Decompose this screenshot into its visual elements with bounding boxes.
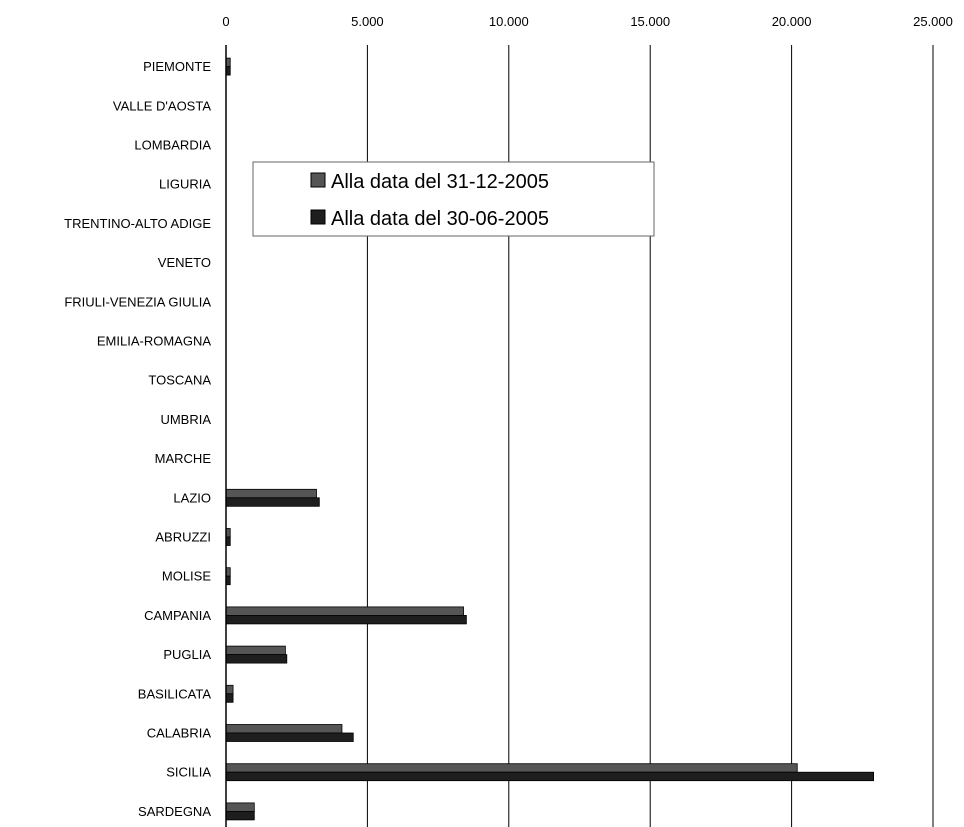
category-label: ABRUZZI bbox=[155, 530, 211, 545]
category-label: VALLE D'AOSTA bbox=[113, 98, 211, 113]
legend-label-series-2: Alla data del 30-06-2005 bbox=[331, 208, 549, 230]
bar-series-2 bbox=[225, 771, 875, 782]
category-label: SARDEGNA bbox=[138, 804, 211, 819]
x-tick-label: 10.000 bbox=[489, 14, 529, 29]
category-label: LIGURIA bbox=[159, 177, 211, 192]
category-label: MARCHE bbox=[155, 451, 212, 466]
category-label: VENETO bbox=[158, 255, 211, 270]
legend-label-series-1: Alla data del 31-12-2005 bbox=[331, 171, 549, 193]
category-labels: PIEMONTE VALLE D'AOSTA LOMBARDIA LIGURIA TRE… bbox=[64, 59, 211, 819]
x-tick-label: 20.000 bbox=[772, 14, 812, 29]
category-label: UMBRIA bbox=[160, 412, 211, 427]
bar-series-2 bbox=[225, 615, 467, 625]
legend-swatch-series-2 bbox=[310, 209, 326, 225]
bar-series-1 bbox=[225, 606, 464, 616]
x-tick-label: 15.000 bbox=[630, 14, 670, 29]
category-label: CALABRIA bbox=[147, 726, 212, 741]
bar-series-1 bbox=[225, 684, 234, 695]
x-axis-ticks: 0 5.000 10.000 15.000 20.000 25.000 bbox=[222, 14, 953, 29]
bar-series-2 bbox=[225, 693, 234, 703]
bar-series-2 bbox=[225, 811, 255, 821]
x-tick-label: 0 bbox=[222, 14, 229, 29]
bar-series-2 bbox=[225, 732, 354, 742]
category-label: PUGLIA bbox=[163, 647, 211, 662]
x-tick-label: 5.000 bbox=[351, 14, 384, 29]
bar-series-1 bbox=[225, 488, 317, 499]
bar-series-1 bbox=[225, 724, 343, 734]
bar-series-1 bbox=[225, 802, 255, 812]
bar-series-2 bbox=[225, 497, 320, 507]
category-label: MOLISE bbox=[162, 569, 211, 584]
category-label: EMILIA-ROMAGNA bbox=[97, 334, 211, 349]
category-label: TRENTINO-ALTO ADIGE bbox=[64, 216, 211, 231]
category-label: FRIULI-VENEZIA GIULIA bbox=[64, 294, 211, 309]
bar-series-1 bbox=[225, 763, 798, 773]
category-label: LAZIO bbox=[173, 490, 211, 505]
category-label: SICILIA bbox=[166, 765, 211, 780]
category-label: TOSCANA bbox=[148, 373, 211, 388]
legend-swatch-series-1 bbox=[310, 172, 326, 188]
category-label: CAMPANIA bbox=[144, 608, 211, 623]
x-tick-label: 25.000 bbox=[913, 14, 953, 29]
bar-series-2 bbox=[225, 654, 288, 664]
category-label: LOMBARDIA bbox=[134, 138, 211, 153]
category-label: BASILICATA bbox=[138, 686, 212, 701]
category-label: PIEMONTE bbox=[143, 59, 211, 74]
bars bbox=[225, 57, 875, 821]
bar-series-1 bbox=[225, 645, 286, 655]
legend: Alla data del 31-12-2005 Alla data del 3… bbox=[252, 161, 655, 237]
